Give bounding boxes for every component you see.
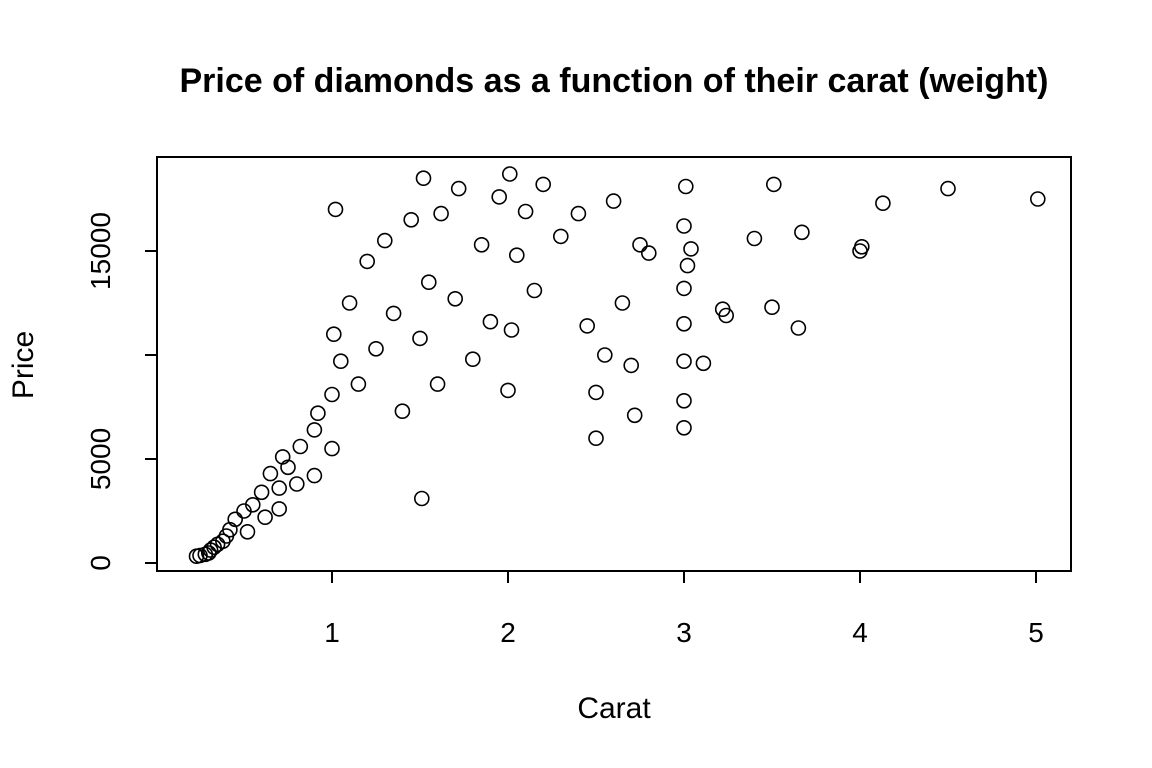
data-point (288, 476, 305, 492)
y-tick-label: 0 (85, 555, 116, 571)
y-tick-label: 5000 (85, 428, 116, 490)
data-point (429, 376, 446, 392)
data-point (473, 237, 490, 253)
data-point (676, 280, 692, 297)
data-point (676, 218, 692, 234)
data-point (588, 430, 604, 447)
data-point (292, 438, 309, 455)
data-point (482, 313, 499, 330)
x-axis: 1 2 3 4 5 (324, 571, 1044, 648)
data-point (940, 180, 956, 197)
data-point (324, 386, 340, 403)
data-point (257, 509, 273, 526)
data-point (853, 239, 870, 255)
data-point (325, 326, 342, 343)
data-point (310, 405, 326, 422)
data-point (394, 403, 411, 420)
x-tick-label: 1 (324, 617, 340, 648)
x-tick-label: 2 (500, 617, 516, 648)
data-point (605, 193, 622, 209)
data-point (403, 212, 420, 228)
x-axis-label: Carat (577, 692, 651, 725)
data-point (420, 274, 437, 291)
data-point (368, 340, 384, 357)
data-point (508, 247, 525, 263)
data-point (588, 384, 604, 401)
data-point (332, 353, 349, 370)
y-axis: 0 5000 15000 (85, 212, 157, 571)
data-point (570, 205, 587, 222)
data-point (1030, 191, 1046, 207)
data-point (412, 330, 428, 347)
data-point (875, 195, 891, 211)
data-point (350, 376, 367, 392)
data-point (271, 501, 288, 517)
data-point (359, 253, 376, 270)
data-point (579, 318, 596, 334)
data-point (626, 407, 643, 424)
data-point (679, 257, 696, 274)
x-tick-label: 4 (852, 617, 868, 648)
data-point (327, 201, 344, 218)
data-point (415, 170, 432, 186)
data-point (790, 320, 807, 336)
chart-title: Price of diamonds as a function of their… (179, 62, 1048, 100)
data-point (632, 237, 648, 253)
data-point (464, 351, 481, 368)
data-points (188, 166, 1046, 565)
data-point (500, 382, 516, 399)
plot-frame (156, 156, 1072, 572)
data-point (718, 307, 735, 324)
data-point (794, 224, 810, 241)
data-point (227, 511, 243, 528)
data-point (239, 523, 256, 540)
data-point (262, 465, 279, 482)
data-point (676, 353, 692, 370)
data-point (324, 440, 340, 457)
data-point (341, 295, 358, 311)
data-point (614, 295, 631, 311)
data-point (746, 230, 763, 247)
data-point (306, 467, 323, 484)
data-point (623, 357, 640, 374)
data-point (596, 347, 613, 363)
data-point (503, 322, 520, 338)
data-point (526, 282, 543, 299)
data-point (201, 545, 217, 561)
data-point (765, 176, 782, 193)
data-point (253, 484, 270, 501)
data-point (517, 203, 534, 220)
x-tick-label: 3 (676, 617, 692, 648)
data-point (676, 315, 692, 332)
data-point (385, 305, 402, 322)
data-point (271, 480, 288, 496)
data-point (676, 392, 692, 409)
data-point (683, 241, 699, 257)
data-point (433, 205, 449, 222)
data-point (306, 422, 323, 438)
x-tick-label: 5 (1028, 617, 1044, 648)
data-point (552, 228, 569, 245)
data-point (695, 355, 712, 372)
data-point (245, 496, 261, 513)
data-point (450, 180, 467, 197)
data-point (413, 490, 430, 507)
y-axis-label: Price (7, 331, 40, 399)
data-point (535, 176, 552, 193)
data-point (501, 166, 518, 182)
data-point (376, 232, 393, 249)
data-point (280, 459, 296, 476)
data-point (447, 290, 464, 307)
y-tick-label: 15000 (85, 212, 116, 290)
data-point (676, 419, 692, 436)
data-point (764, 299, 780, 316)
data-point (640, 245, 657, 261)
data-point (677, 178, 694, 195)
data-point (491, 189, 508, 205)
